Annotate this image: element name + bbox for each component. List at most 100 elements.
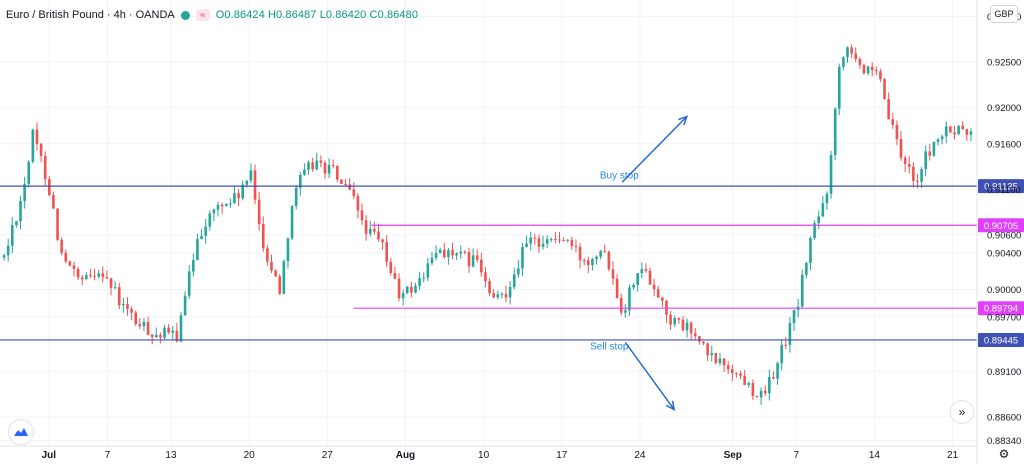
level-price-badge[interactable] [978, 301, 1024, 316]
candle-body [122, 303, 125, 306]
candle-body [772, 376, 775, 379]
candle-body [85, 275, 88, 280]
candle-body [611, 269, 615, 279]
symbol-title[interactable]: Euro / British Pound · 4h · OANDA [6, 9, 175, 21]
candle-body [809, 237, 812, 264]
candle-body [192, 260, 195, 272]
candle-body [500, 293, 504, 295]
candle-body [368, 228, 372, 234]
price-tick-label: 0.90600 [987, 230, 1021, 241]
candle-body [870, 66, 874, 71]
candle-body [220, 204, 224, 207]
candle-body [628, 287, 631, 311]
annotation-arrow[interactable] [621, 116, 688, 183]
candle-body [529, 237, 533, 244]
candle-body [693, 333, 697, 337]
candle-body [298, 174, 302, 188]
level-price-badge[interactable] [978, 218, 1024, 233]
candle-body [521, 246, 524, 269]
candle-body [813, 223, 816, 238]
candle-body [619, 297, 623, 313]
candle-body [570, 239, 574, 247]
candle-body [352, 189, 356, 196]
candle-body [669, 314, 672, 325]
candle-body [27, 161, 31, 185]
annotation-label[interactable]: Buy stop [600, 170, 639, 181]
candle-body [229, 203, 232, 205]
horizontal-lines[interactable]: 0.91135 0.90705 0.89794 0.89445 [0, 179, 1024, 347]
candle-body [537, 238, 541, 247]
candle-body [875, 70, 878, 72]
gear-icon[interactable]: ⚙ [998, 447, 1010, 461]
candle-body [648, 270, 652, 285]
candle-body [237, 193, 240, 199]
candle-body [356, 195, 360, 211]
price-tick-label: 0.88600 [987, 412, 1021, 423]
price-tick-label: 0.88340 [987, 436, 1021, 447]
candle-body [130, 308, 133, 313]
time-tick-label: 20 [244, 450, 256, 461]
candle-body [907, 164, 911, 167]
candle-body [854, 53, 858, 59]
annotation-arrow[interactable] [624, 341, 675, 411]
level-price-badge[interactable] [978, 332, 1024, 347]
candle-body [562, 240, 565, 242]
candle-body [216, 204, 220, 210]
candle-body [480, 259, 483, 273]
ohlc-values: O0.86424 H0.86487 L0.86420 C0.86480 [216, 9, 418, 21]
candle-body [150, 334, 154, 338]
eye-slash-icon[interactable]: ≈ [195, 9, 210, 21]
candle-body [751, 382, 755, 397]
double-chevron-right-icon[interactable]: » [950, 400, 974, 424]
currency-badge[interactable]: GBP [990, 5, 1018, 23]
candle-body [327, 164, 331, 174]
candle-body [438, 249, 442, 254]
candle-body [393, 272, 397, 279]
candle-body [788, 323, 792, 345]
candle-body [323, 162, 327, 174]
price-tick-label: 0.92000 [987, 103, 1021, 114]
tradingview-logo-icon[interactable] [8, 419, 34, 445]
candle-body [43, 155, 47, 180]
candle-body [726, 365, 730, 370]
candle-body [508, 286, 512, 298]
time-tick-label: 21 [947, 450, 959, 461]
candle-body [459, 251, 463, 254]
candle-body [245, 180, 249, 185]
candle-body [426, 263, 430, 278]
price-tick-label: 0.91600 [987, 139, 1021, 150]
time-tick-label: 13 [165, 450, 177, 461]
annotation-label[interactable]: Sell stop [590, 342, 629, 353]
candle-body [270, 261, 273, 271]
candle-body [15, 221, 18, 226]
candle-body [776, 363, 779, 379]
candle-body [126, 303, 129, 309]
candle-body [261, 223, 265, 249]
candle-body [134, 312, 138, 325]
candle-body [862, 64, 866, 74]
level-price-label: 0.90705 [984, 221, 1018, 232]
candle-body [401, 292, 405, 299]
time-tick-label: 10 [478, 450, 490, 461]
price-axis[interactable]: 0.930000.925000.920000.916000.911000.906… [976, 0, 1021, 464]
candle-body [731, 369, 734, 374]
time-axis[interactable]: Jul 7 13 20 27 Aug 10 17 24 Sep 7 14 21 [0, 445, 977, 461]
candle-body [138, 324, 142, 327]
annotation-arrowhead [665, 400, 676, 411]
candle-body [916, 180, 919, 182]
candle-body [800, 274, 804, 307]
candle-body [517, 268, 520, 275]
annotations[interactable]: Buy stop Sell stop [590, 115, 688, 411]
candle-body [212, 209, 216, 214]
candle-body [233, 193, 236, 204]
candle-body [72, 265, 76, 270]
candle-body [171, 330, 175, 333]
level-price-badge[interactable] [978, 179, 1024, 194]
candle-body [492, 293, 495, 298]
candle-body [850, 47, 853, 54]
candle-body [928, 151, 932, 156]
candle-body [903, 157, 907, 165]
time-tick-label: Sep [724, 450, 742, 461]
candle-body [373, 228, 376, 232]
